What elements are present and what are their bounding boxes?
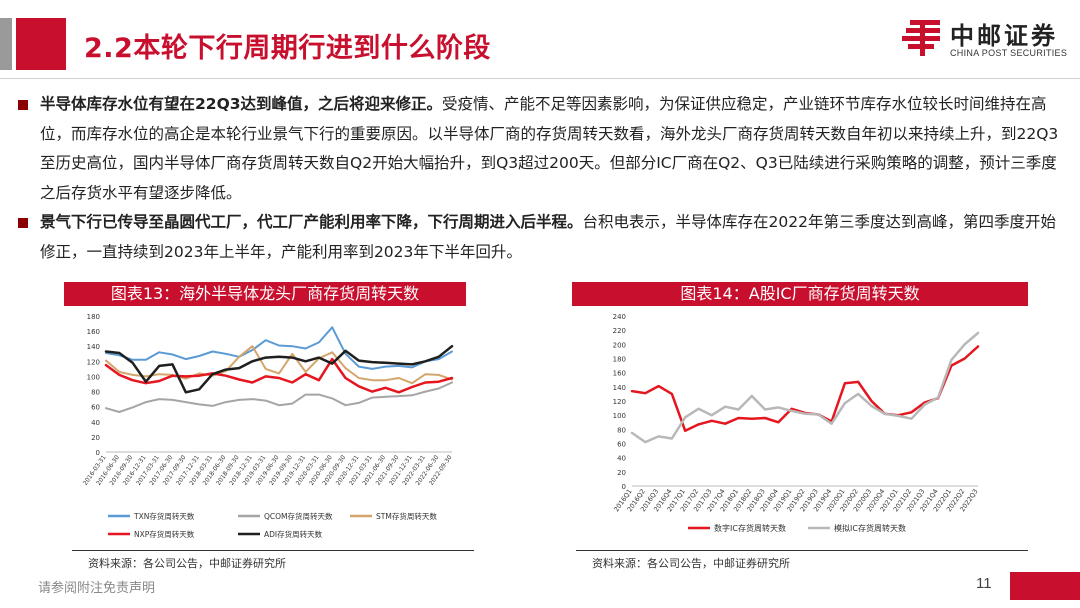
chart1-y-tick-label: 140: [87, 343, 100, 351]
chart2-y-tick-label: 240: [613, 313, 626, 321]
bullet-item: 半导体库存水位有望在22Q3达到峰值，之后将迎来修正。受疫情、产能不足等因素影响…: [16, 90, 1061, 208]
bullet-square-icon: [18, 100, 28, 110]
chart1-legend-label: NXP存货周转天数: [134, 529, 195, 539]
chart1-y-tick-label: 120: [87, 358, 100, 366]
bullet-text: 台积电表示，半导体库存在2022年第三季度达到高峰，第四季度开始修正，一直持续到…: [40, 213, 1056, 261]
chart1-y-tick-label: 40: [91, 419, 100, 427]
chart1-series-line: [104, 357, 454, 394]
logo-text-cn: 中邮证券: [950, 22, 1058, 50]
chart2-source: 资料来源：各公司公告，中邮证券研究所: [592, 557, 790, 570]
chart1-series-line: [104, 344, 454, 394]
bullet-text: 受疫情、产能不足等因素影响，为保证供应稳定，产业链环节库存水位较长时间维持在高位…: [40, 95, 1059, 202]
chart2-y-tick-label: 20: [617, 469, 626, 477]
company-logo: 中邮证券 CHINA POST SECURITIES: [900, 14, 1075, 64]
chart1-series-line: [105, 326, 453, 370]
chart1-legend-label: TXN存货周转天数: [133, 511, 195, 521]
bullet-heading: 半导体库存水位有望在22Q3达到峰值，之后将迎来修正。: [40, 95, 443, 113]
disclaimer-text: 请参阅附注免责声明: [38, 581, 156, 596]
chart2-y-tick-label: 160: [613, 370, 626, 378]
chart1-series-line: [105, 345, 453, 385]
chart2-legend-label: 数字IC存货周转天数: [714, 523, 786, 533]
chart1-legend-label: ADI存货周转天数: [264, 529, 323, 539]
chart2-y-tick-label: 180: [613, 356, 626, 364]
chart2-y-tick-label: 220: [613, 327, 626, 335]
chart2-legend-label: 模拟IC存货周转天数: [834, 523, 906, 533]
page-number: 11: [976, 575, 992, 592]
chart2-source-rule: [576, 550, 1028, 551]
chart1-plot: 0204060801001201401601802016-03-312016-0…: [82, 313, 454, 539]
chart1-series-line: [105, 381, 453, 413]
chart1-y-tick-label: 180: [87, 313, 100, 321]
chart2-y-tick-label: 120: [613, 398, 626, 406]
chart1-y-tick-label: 100: [87, 373, 100, 381]
chart2-series-line: [630, 331, 980, 444]
title-accent-red: [16, 18, 66, 70]
page-title: 2.2本轮下行周期行进到什么阶段: [84, 33, 491, 64]
chart2-title: 图表14：A股IC厂商存货周转天数: [572, 282, 1028, 306]
chart1-y-tick-label: 0: [96, 449, 100, 457]
logo-text-en: CHINA POST SECURITIES: [950, 48, 1068, 58]
chart2-y-tick-label: 200: [613, 341, 626, 349]
chart1-source: 资料来源：各公司公告，中邮证券研究所: [88, 557, 286, 570]
chart2-y-tick-label: 140: [613, 384, 626, 392]
chart2-y-tick-label: 40: [617, 455, 626, 463]
title-bar: 2.2本轮下行周期行进到什么阶段: [0, 10, 900, 70]
chart1-y-tick-label: 160: [87, 328, 100, 336]
chart1-legend-label: QCOM存货周转天数: [264, 511, 333, 521]
chart1-y-tick-label: 80: [91, 389, 100, 397]
chart2-y-tick-label: 60: [617, 441, 626, 449]
chart1-source-rule: [72, 550, 474, 551]
chart1-legend-label: STM存货周转天数: [376, 511, 437, 521]
bullet-heading: 景气下行已传导至晶圆代工厂，代工厂产能利用率下降，下行周期进入后半程。: [40, 213, 583, 231]
chart1-y-tick-label: 20: [91, 434, 100, 442]
chart1-title: 图表13：海外半导体龙头厂商存货周转天数: [64, 282, 466, 306]
bullet-list: 半导体库存水位有望在22Q3达到峰值，之后将迎来修正。受疫情、产能不足等因素影响…: [16, 90, 1061, 267]
chart2-y-tick-label: 80: [617, 426, 626, 434]
chart1-y-tick-label: 60: [91, 404, 100, 412]
chart2-y-tick-label: 0: [622, 483, 626, 491]
bullet-item: 景气下行已传导至晶圆代工厂，代工厂产能利用率下降，下行周期进入后半程。台积电表示…: [16, 208, 1061, 267]
chart2-y-tick-label: 100: [613, 412, 626, 420]
bullet-square-icon: [18, 218, 28, 228]
header-divider: [0, 78, 1080, 79]
chart2-plot: 0204060801001201401601802002202402016Q12…: [612, 313, 980, 533]
title-accent-gray: [0, 18, 12, 70]
china-post-logo-icon: [902, 20, 940, 56]
footer-accent-bar: [1010, 572, 1080, 600]
